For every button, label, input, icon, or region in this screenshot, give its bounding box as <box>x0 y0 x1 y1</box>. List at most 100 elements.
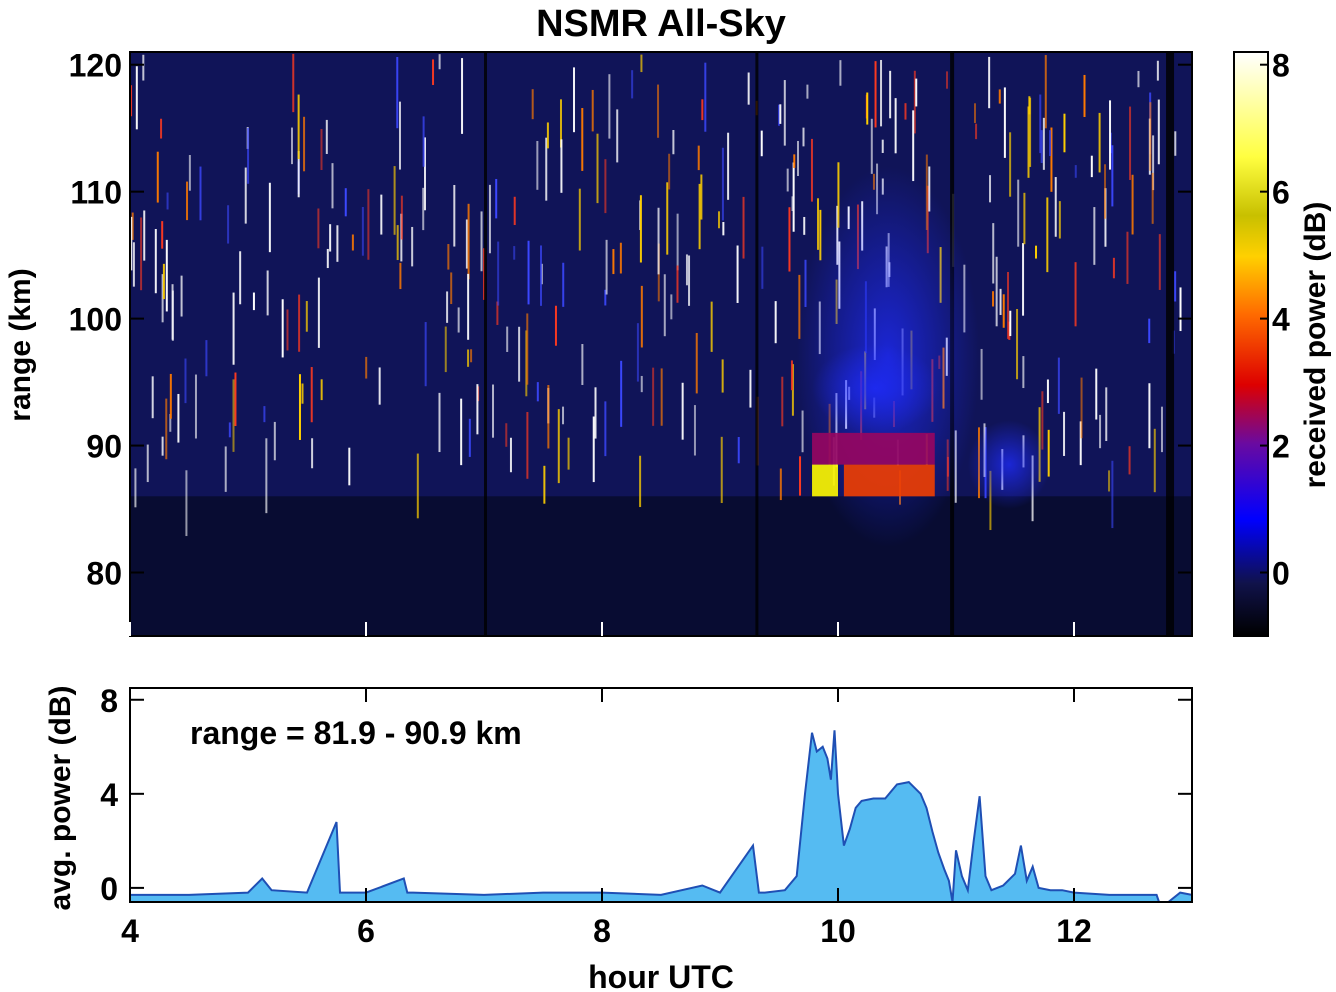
x-tick-label: 10 <box>820 913 856 949</box>
meteor-streak <box>151 376 154 419</box>
meteor-streak <box>560 139 563 193</box>
meteor-streak <box>779 104 782 124</box>
meteor-streak <box>154 228 157 294</box>
meteor-streak <box>620 360 623 427</box>
meteor-streak <box>810 138 813 202</box>
avg-power-frame <box>129 687 1193 903</box>
meteor-streak <box>559 99 562 148</box>
meteor-streak <box>1080 377 1083 439</box>
meteor-streak <box>668 153 671 190</box>
meteor-streak <box>320 128 323 171</box>
meteor-streak <box>467 349 470 367</box>
meteor-streak <box>1128 446 1131 475</box>
meteor-streak <box>1137 70 1140 88</box>
meteor-streak <box>526 313 529 385</box>
meteor-streak <box>547 385 550 449</box>
meteor-streak <box>681 382 684 440</box>
meteor-streak <box>156 151 159 203</box>
meteor-streak <box>320 379 323 401</box>
meteor-streak <box>1131 174 1134 235</box>
meteor-streak <box>660 368 663 426</box>
meteor-streak <box>143 210 146 261</box>
heatmap-panel: 80 90 100 110 120 range (km) <box>4 48 1193 637</box>
meteor-streak <box>365 356 368 379</box>
meteor-streak <box>161 221 164 249</box>
meteor-streak <box>1160 406 1163 453</box>
meteor-streak <box>1057 357 1060 414</box>
meteor-streak <box>796 140 799 176</box>
meteor-streak <box>636 323 639 382</box>
meteor-streak <box>134 468 137 508</box>
meteor-streak <box>640 285 643 348</box>
meteor-streak <box>1016 309 1019 380</box>
x-tick-label: 6 <box>357 913 375 949</box>
meteor-streak <box>722 221 725 236</box>
meteor-streak <box>676 265 679 303</box>
meteor-streak <box>881 139 884 153</box>
meteor-streak <box>793 154 796 168</box>
meteor-streak <box>817 198 820 250</box>
meteor-streak <box>424 322 427 387</box>
meteor-streak <box>232 292 235 365</box>
meteor-streak <box>792 162 795 232</box>
meteor-streak <box>912 110 915 182</box>
meteor-streak <box>676 213 679 271</box>
meteor-streak <box>1022 243 1025 316</box>
meteor-streak <box>612 249 615 275</box>
meteor-streak <box>1007 271 1010 339</box>
meteor-streak <box>995 256 998 327</box>
meteor-streak <box>839 60 842 86</box>
meteor-streak <box>317 208 320 249</box>
meteor-streak <box>837 162 840 228</box>
heatmap-hotspot <box>812 464 838 497</box>
meteor-streak <box>546 122 549 149</box>
meteor-streak <box>1158 234 1161 290</box>
meteor-streak <box>604 159 607 214</box>
meteor-streak <box>446 291 449 323</box>
meteor-streak <box>142 54 145 81</box>
meteor-streak <box>1054 177 1057 237</box>
meteor-streak <box>562 406 565 425</box>
meteor-streak <box>1049 130 1052 157</box>
meteor-streak <box>1152 135 1155 191</box>
meteor-streak <box>1174 131 1177 156</box>
meteor-streak <box>438 54 441 70</box>
meteor-streak <box>786 168 789 192</box>
meteor-streak <box>146 444 149 483</box>
meteor-streak <box>140 217 143 291</box>
meteor-streak <box>131 212 134 240</box>
meteor-streak <box>393 166 396 235</box>
meteor-streak <box>457 307 460 333</box>
meteor-streak <box>904 103 907 120</box>
meteor-streak <box>194 374 197 439</box>
meteor-streak <box>188 154 191 191</box>
meteor-streak <box>545 137 548 201</box>
meteor-streak <box>1058 201 1061 239</box>
meteor-streak <box>975 123 978 140</box>
meteor-streak <box>701 99 704 121</box>
meteor-streak <box>130 216 133 271</box>
meteor-streak <box>1083 74 1086 117</box>
meteor-streak <box>685 254 688 286</box>
meteor-streak <box>657 207 660 275</box>
meteor-streak <box>438 392 441 453</box>
meteor-streak <box>721 359 724 393</box>
colorbar-gradient <box>1233 51 1269 637</box>
meteor-streak <box>432 59 435 85</box>
x-tick-label: 12 <box>1056 913 1092 949</box>
meteor-streak <box>640 375 643 393</box>
meteor-streak <box>1050 127 1053 192</box>
meteor-streak <box>802 127 805 147</box>
meteor-streak <box>1148 318 1151 344</box>
meteor-streak <box>988 56 991 109</box>
meteor-streak <box>543 465 546 504</box>
y-tick-label: 110 <box>70 175 122 211</box>
meteor-streak <box>736 245 739 303</box>
meteor-streak <box>447 244 450 270</box>
meteor-streak <box>130 85 133 117</box>
meteor-streak <box>286 309 289 351</box>
meteor-streak <box>591 89 594 132</box>
meteor-streak <box>1042 117 1045 170</box>
meteor-streak <box>169 373 172 419</box>
avg-power-area <box>130 730 1192 902</box>
